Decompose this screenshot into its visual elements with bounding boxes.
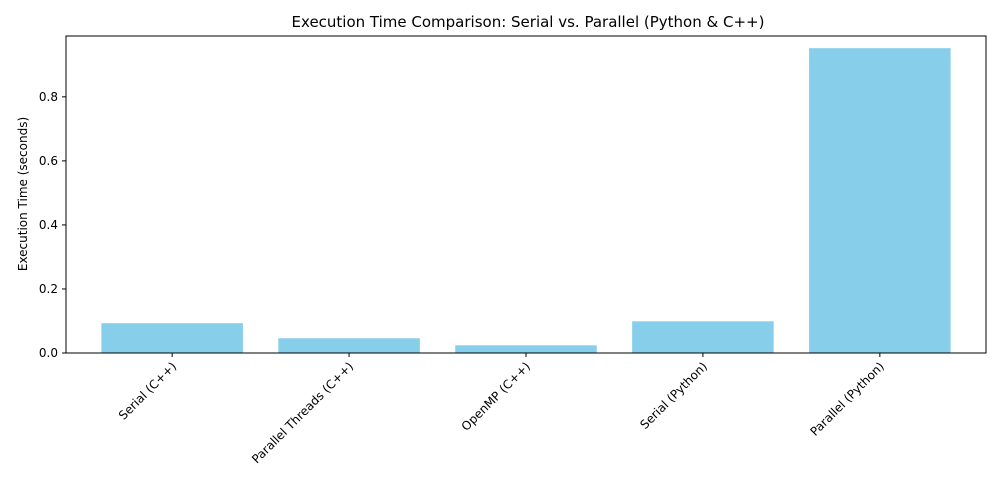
x-tick-label-4: Parallel (Python) <box>807 359 887 439</box>
chart-title: Execution Time Comparison: Serial vs. Pa… <box>292 13 765 31</box>
y-tick-label-0: 0.0 <box>39 346 58 360</box>
x-ticks-group: Serial (C++) Parallel Threads (C++) OpenMP… <box>116 353 887 466</box>
y-tick-label-1: 0.2 <box>39 282 58 296</box>
bar-2 <box>455 345 597 353</box>
bar-0 <box>101 323 243 353</box>
bar-4 <box>809 48 951 354</box>
bar-3 <box>632 321 774 353</box>
y-tick-label-3: 0.6 <box>39 154 58 168</box>
x-tick-label-3: Serial (Python) <box>637 359 710 432</box>
x-tick-label-1: Parallel Threads (C++) <box>249 359 356 466</box>
y-tick-label-4: 0.8 <box>39 90 58 104</box>
x-tick-label-0: Serial (C++) <box>116 359 179 422</box>
x-tick-label-2: OpenMP (C++) <box>459 359 533 433</box>
y-ticks-group: 0.0 0.2 0.4 0.6 0.8 <box>39 90 66 360</box>
y-tick-label-2: 0.4 <box>39 218 58 232</box>
bars-group <box>101 48 951 354</box>
y-axis-label: Execution Time (seconds) <box>16 117 30 271</box>
plot-frame <box>65 35 987 354</box>
bar-1 <box>278 338 420 353</box>
